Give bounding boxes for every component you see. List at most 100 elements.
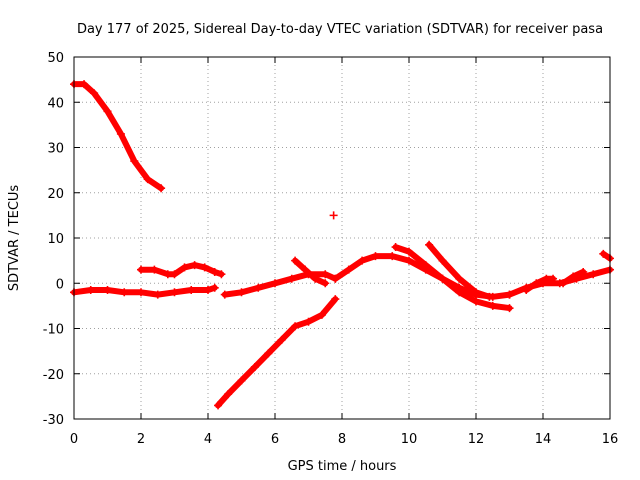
data-point: [331, 295, 340, 304]
data-series: [559, 267, 588, 288]
data-point: [237, 376, 246, 385]
data-point: [210, 283, 219, 292]
y-tick-label: 20: [47, 187, 64, 202]
data-point: [143, 175, 152, 184]
series-trail: [71, 81, 165, 192]
data-point: [204, 286, 212, 295]
data-point: [542, 274, 551, 283]
data-point: [163, 270, 172, 279]
data-point: [472, 297, 480, 306]
data-point: [86, 286, 95, 295]
data-point: [405, 247, 413, 256]
data-point: [277, 335, 286, 344]
data-series-layer: [70, 80, 614, 410]
data-series: [522, 274, 558, 295]
x-tick-label: 4: [204, 432, 212, 447]
series-trail: [71, 284, 218, 298]
data-point: [150, 265, 159, 274]
y-tick-label: 10: [47, 232, 64, 247]
data-point: [532, 279, 541, 288]
data-point: [291, 256, 300, 265]
data-point: [569, 272, 578, 281]
data-point: [438, 256, 447, 265]
grid-lines: [74, 57, 610, 419]
data-point: [187, 286, 196, 295]
data-point: [291, 322, 300, 331]
x-tick-label: 12: [468, 432, 485, 447]
data-series: [391, 243, 514, 313]
data-point: [599, 249, 608, 258]
data-point: [485, 292, 494, 301]
y-tick-label: -10: [43, 323, 64, 338]
data-point: [287, 274, 296, 283]
data-series: [70, 80, 166, 193]
data-point: [304, 317, 313, 326]
data-point: [549, 274, 558, 283]
chart-title: Day 177 of 2025, Sidereal Day-to-day VTE…: [77, 22, 603, 37]
y-tick-label: 30: [47, 142, 64, 157]
data-series: [599, 249, 614, 263]
data-point: [505, 304, 514, 313]
data-point: [321, 279, 330, 288]
data-point: [344, 265, 353, 274]
y-tick-label: -20: [43, 368, 64, 383]
data-point: [271, 279, 279, 288]
axis-ticks: [73, 56, 611, 420]
data-point: [579, 267, 588, 276]
x-tick-label: 14: [535, 432, 552, 447]
data-point: [522, 286, 531, 295]
data-point: [103, 107, 112, 116]
data-point: [200, 263, 209, 272]
data-point: [254, 283, 263, 292]
x-tick-label: 0: [70, 432, 78, 447]
data-point: [190, 261, 199, 270]
data-point: [391, 243, 400, 252]
data-point: [90, 89, 99, 98]
x-tick-label: 16: [602, 432, 619, 447]
data-point: [237, 288, 246, 297]
x-tick-label: 8: [338, 432, 346, 447]
data-point: [331, 274, 340, 283]
data-point: [425, 240, 434, 249]
data-point: [170, 270, 179, 279]
data-point: [421, 261, 430, 270]
series-trail: [215, 296, 339, 409]
data-point: [371, 252, 380, 261]
y-tick-label: 50: [47, 51, 64, 66]
data-point: [455, 288, 464, 297]
y-tick-label: 0: [56, 277, 64, 292]
data-series: [214, 295, 340, 410]
data-point: [505, 290, 514, 299]
data-point: [589, 270, 598, 279]
x-tick-label: 10: [401, 432, 418, 447]
data-point: [488, 301, 497, 310]
series-trail: [292, 257, 329, 287]
data-series: [137, 261, 226, 279]
data-point: [153, 290, 162, 299]
data-point: [317, 310, 326, 319]
data-point: [455, 274, 464, 283]
data-point: [80, 80, 89, 89]
x-tick-label: 6: [271, 432, 279, 447]
data-point: [170, 288, 179, 297]
data-point: [217, 270, 226, 279]
x-axis-label: GPS time / hours: [288, 459, 397, 474]
data-point: [157, 184, 166, 193]
y-tick-label: -30: [43, 413, 64, 428]
data-point: [210, 267, 219, 276]
data-series: [505, 265, 614, 299]
data-point: [472, 288, 480, 297]
data-point: [311, 274, 320, 283]
data-series: [291, 256, 330, 288]
data-point: [358, 256, 367, 265]
data-point: [116, 129, 125, 138]
y-axis-label: SDTVAR / TECUs: [7, 185, 22, 292]
y-tick-label: 40: [47, 96, 64, 111]
data-series: [70, 283, 219, 299]
data-point: [120, 288, 129, 297]
data-point: [130, 157, 139, 166]
data-point: [321, 270, 330, 279]
tick-labels: 0 2 4 6 8 10 12 14 16 50 40 30 20 10 0 -10 -20 -30: [43, 51, 619, 447]
data-point: [264, 349, 273, 358]
data-point: [180, 263, 189, 272]
